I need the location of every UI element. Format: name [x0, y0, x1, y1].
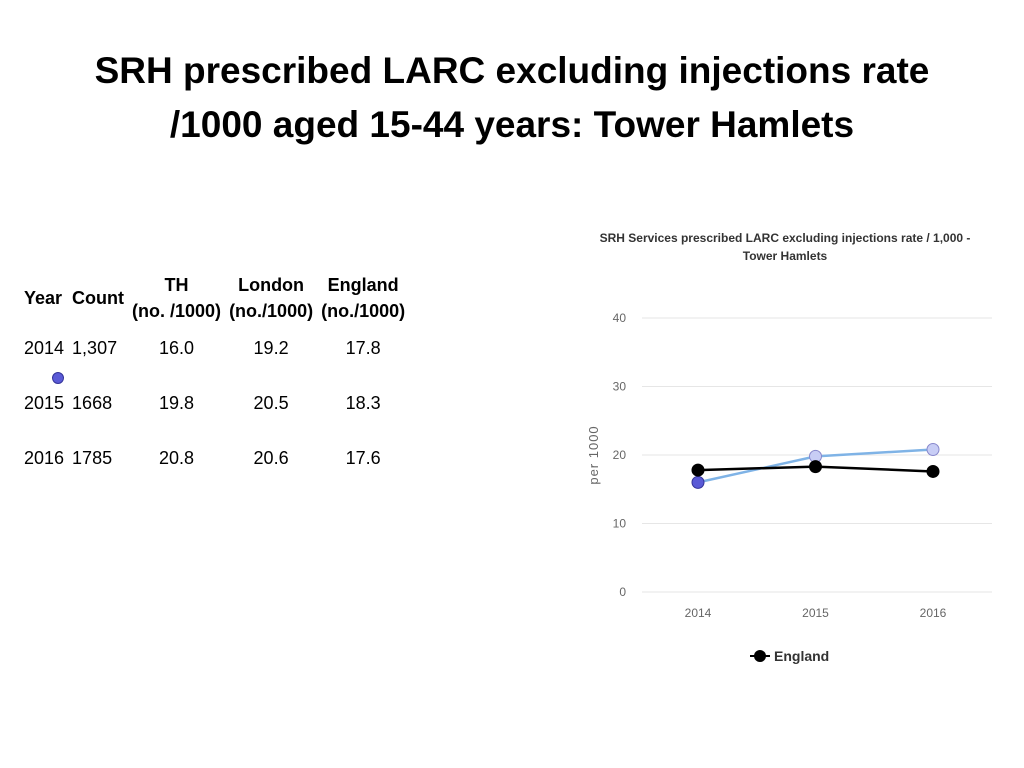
chart-title-line2: Tower Hamlets — [742, 249, 828, 263]
header-year: Year — [24, 288, 63, 308]
legend-marker-icon — [750, 649, 770, 663]
y-tick-label: 10 — [613, 517, 627, 531]
header-london-line2: (no./1000) — [229, 301, 314, 321]
slide-title-line1: SRH prescribed LARC excluding injections… — [94, 50, 930, 91]
chart-title: SRH Services prescribed LARC excluding i… — [560, 229, 1010, 265]
x-tick-label: 2016 — [920, 606, 947, 620]
chart-legend[interactable]: England — [750, 648, 829, 664]
header-count: Count — [72, 288, 125, 308]
legend-label: England — [774, 648, 830, 664]
cell-england: 17.6 — [345, 448, 381, 468]
cell-th: 16.0 — [159, 338, 195, 358]
data-point — [691, 463, 705, 477]
chart: SRH Services prescribed LARC excluding i… — [560, 220, 1010, 690]
slide-title-line2: /1000 aged 15-44 years: Tower Hamlets — [169, 104, 855, 145]
header-th: TH (no. /1000) — [128, 270, 225, 326]
chart-plot-area: 0 10 20 30 40 2014 2015 2016 per 1000 — [586, 311, 992, 620]
table-row: 2014 1,307 16.0 19.2 17.8 — [20, 326, 409, 381]
table-row: 2016 1785 20.8 20.6 17.6 — [20, 436, 409, 491]
cell-th: 19.8 — [159, 393, 195, 413]
cell-year: 2016 — [24, 448, 65, 468]
data-point — [926, 464, 940, 478]
cell-count: 1668 — [72, 393, 113, 413]
cell-england: 17.8 — [345, 338, 381, 358]
y-tick-label: 20 — [613, 448, 627, 462]
header-england-line2: (no./1000) — [321, 301, 406, 321]
cell-london: 19.2 — [253, 338, 289, 358]
slide-title: SRH prescribed LARC excluding injections… — [40, 44, 984, 152]
y-tick-label: 40 — [613, 311, 627, 325]
header-london: London (no./1000) — [225, 270, 317, 326]
bullet-dot-icon — [52, 372, 64, 384]
cell-count: 1785 — [72, 448, 113, 468]
data-point — [926, 443, 940, 457]
y-axis-label: per 1000 — [586, 425, 601, 484]
cell-england: 18.3 — [345, 393, 381, 413]
table-row: 2015 1668 19.8 20.5 18.3 — [20, 381, 409, 436]
x-tick-label: 2014 — [685, 606, 712, 620]
data-point — [691, 475, 705, 489]
header-england-line1: England — [327, 275, 399, 295]
header-london-line1: London — [238, 275, 305, 295]
header-th-line2: (no. /1000) — [132, 301, 222, 321]
data-table: Year Count TH (no. /1000) London (no./10… — [20, 270, 409, 491]
cell-th: 20.8 — [159, 448, 195, 468]
data-point — [809, 460, 822, 474]
cell-year: 2014 — [24, 338, 65, 358]
y-tick-label: 0 — [619, 585, 626, 599]
cell-year: 2015 — [24, 393, 65, 413]
header-th-line1: TH — [164, 275, 189, 295]
chart-title-line1: SRH Services prescribed LARC excluding i… — [599, 231, 971, 245]
cell-count: 1,307 — [72, 338, 118, 358]
y-tick-label: 30 — [613, 380, 627, 394]
cell-london: 20.5 — [253, 393, 289, 413]
cell-london: 20.6 — [253, 448, 289, 468]
table-header-row: Year Count TH (no. /1000) London (no./10… — [20, 270, 409, 326]
header-england: England (no./1000) — [317, 270, 409, 326]
x-tick-label: 2015 — [802, 606, 829, 620]
